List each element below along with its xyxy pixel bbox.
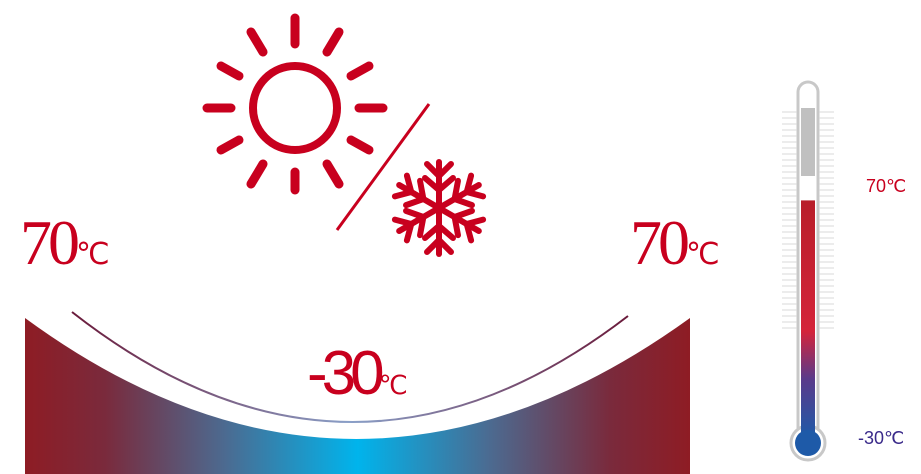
right-temperature: 70℃ xyxy=(630,207,720,278)
thermometer-max-label: 70℃ xyxy=(866,176,907,196)
thermometer-ticks xyxy=(782,111,834,329)
temperature-gradient-bowl xyxy=(25,318,690,474)
thermometer xyxy=(782,80,834,462)
temperature-arc xyxy=(71,311,629,423)
thermometer-min-label: -30℃ xyxy=(858,428,905,448)
thermometer-mercury xyxy=(801,200,815,438)
snowflake-icon xyxy=(391,159,487,257)
sun-icon xyxy=(202,13,388,195)
left-temperature: 70℃ xyxy=(20,207,110,278)
thermometer-bulb xyxy=(795,430,821,456)
thermometer-glass-fill xyxy=(801,108,815,176)
slash-divider xyxy=(335,103,431,231)
center-temperature: -30℃ xyxy=(307,339,408,408)
